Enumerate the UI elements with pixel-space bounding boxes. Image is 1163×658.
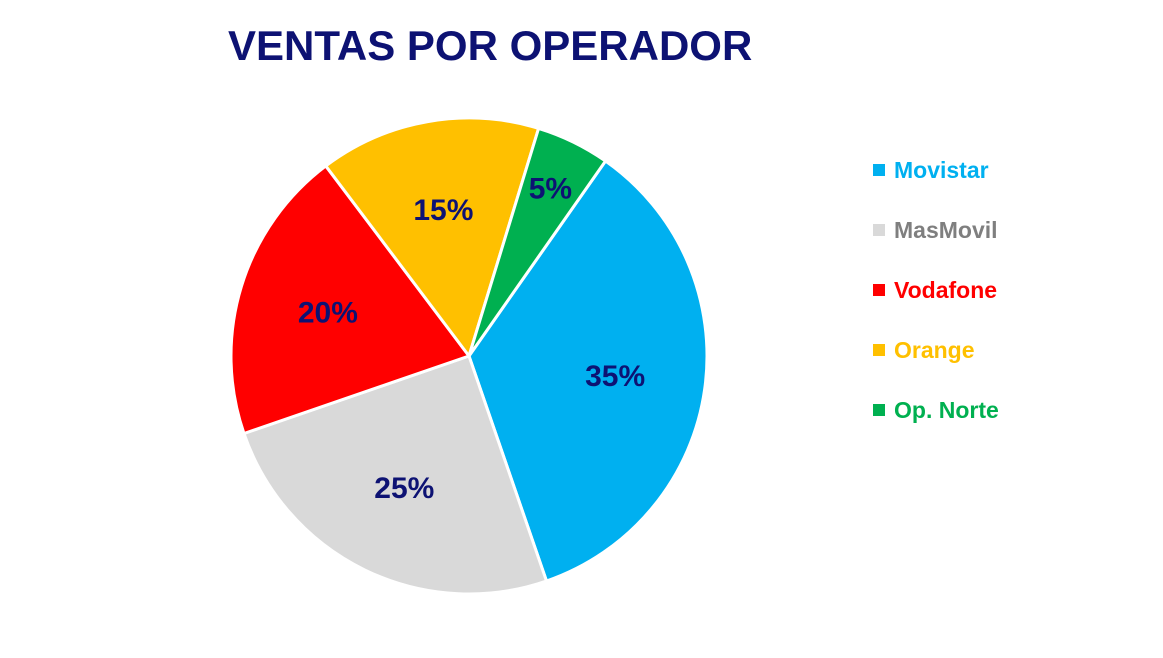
chart-title: VENTAS POR OPERADOR — [228, 22, 753, 69]
legend-swatch-vodafone — [873, 284, 885, 296]
legend-label-op-norte: Op. Norte — [894, 396, 999, 423]
pie-slice-movistar — [467, 159, 709, 583]
pie-slices — [229, 116, 709, 596]
legend-label-orange: Orange — [894, 336, 975, 363]
legend-item-op-norte: Op. Norte — [873, 380, 999, 440]
legend-label-movistar: Movistar — [894, 156, 989, 183]
pie-slice-op-norte — [467, 126, 608, 358]
legend-item-orange: Orange — [873, 320, 999, 380]
data-label-movistar: 35% — [585, 360, 645, 393]
pie-slice-masmovil — [242, 354, 548, 596]
legend-item-vodafone: Vodafone — [873, 260, 999, 320]
legend-label-vodafone: Vodafone — [894, 276, 998, 303]
pie-slice-vodafone — [229, 164, 471, 435]
chart-legend: Movistar MasMovil Vodafone Orange Op. Norte — [873, 140, 999, 440]
legend-swatch-orange — [873, 344, 885, 356]
legend-item-movistar: Movistar — [873, 140, 999, 200]
legend-swatch-op-norte — [873, 404, 885, 416]
data-label-vodafone: 20% — [298, 296, 358, 329]
legend-swatch-movistar — [873, 164, 885, 176]
legend-label-masmovil: MasMovil — [894, 216, 998, 243]
pie-slice-orange — [324, 116, 541, 358]
pie-data-labels: 35% 25% 20% 15% 5% — [298, 173, 645, 505]
data-label-op-norte: 5% — [529, 173, 572, 206]
data-label-orange: 15% — [413, 194, 473, 227]
legend-swatch-masmovil — [873, 224, 885, 236]
legend-item-masmovil: MasMovil — [873, 200, 999, 260]
data-label-masmovil: 25% — [374, 472, 434, 505]
